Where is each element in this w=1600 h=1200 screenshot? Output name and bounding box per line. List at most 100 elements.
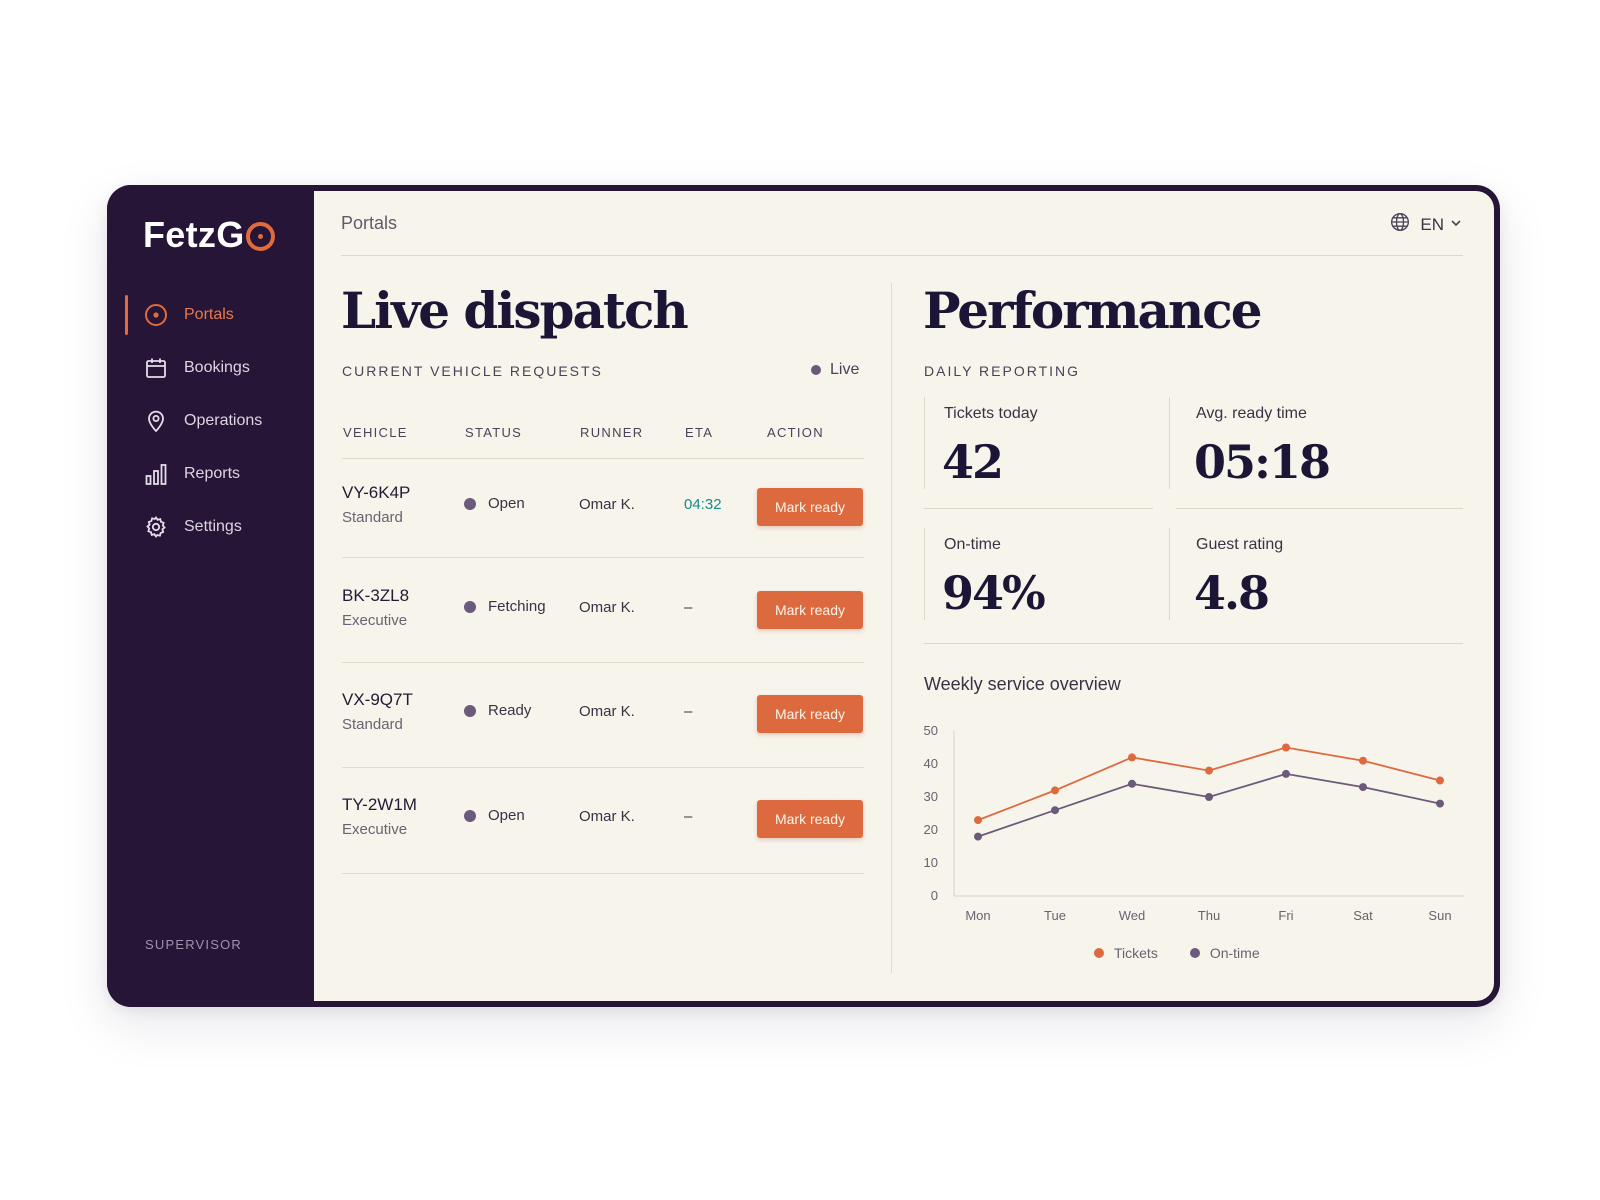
series-line-tickets [977,746,1441,821]
live-label: Live [830,361,860,378]
data-point [1282,743,1290,752]
status-badge: Fetching [464,598,546,615]
x-tick-label: Thu [1198,908,1220,923]
sidebar-item-settings[interactable]: Settings [125,507,314,547]
data-point [1051,806,1059,815]
sidebar-item-label: Operations [184,412,263,429]
table-header-divider [342,458,864,459]
kpi-divider [924,397,925,489]
x-tick-label: Wed [1119,908,1146,923]
eta-value: – [684,599,693,616]
mark-ready-button[interactable]: Mark ready [757,591,863,629]
kpi-divider [924,643,1463,644]
column-divider [891,283,892,973]
vehicle-class: Executive [342,612,408,629]
table-row: TY-2W1M Executive Open Omar K. – Mark re… [342,769,864,874]
language-selector[interactable]: EN [1390,212,1462,237]
column-header-vehicle: VEHICLE [343,425,408,440]
legend-item-tickets: Tickets [1094,945,1158,961]
sidebar: FetzG Portals Bookings Operations [107,185,314,1007]
map-pin-icon [143,408,169,434]
sidebar-item-label: Settings [184,518,242,535]
data-point [1359,783,1367,792]
status-dot-icon [464,600,476,613]
vehicle-id: TY-2W1M [342,795,417,814]
kpi-value: 05:18 [1194,435,1331,489]
data-point [1282,769,1290,778]
chevron-down-icon [1450,216,1462,234]
data-point [1436,776,1444,785]
data-point [1436,799,1444,808]
dispatch-title: Live dispatch [341,281,689,340]
data-point [974,816,982,825]
data-point [1128,753,1136,762]
sidebar-nav: Portals Bookings Operations Reports [125,295,314,560]
data-point [1128,779,1136,788]
sidebar-item-portals[interactable]: Portals [125,295,314,335]
dispatch-subtitle: CURRENT VEHICLE REQUESTS [342,363,603,379]
runner-name: Omar K. [579,599,635,616]
user-role: SUPERVISOR [145,937,243,952]
sidebar-item-reports[interactable]: Reports [125,454,314,494]
y-tick-label: 50 [924,723,938,738]
vehicle-class: Executive [342,821,408,838]
calendar-icon [143,355,169,381]
vehicle-id: VY-6K4P [342,483,411,502]
sidebar-item-label: Bookings [184,359,250,376]
data-point [1051,786,1059,795]
x-tick-label: Fri [1278,908,1293,923]
vehicle-class: Standard [342,509,403,526]
vehicle-id: VX-9Q7T [342,690,413,709]
status-badge: Open [464,807,525,824]
chart-legend: Tickets On-time [1094,945,1292,961]
breadcrumb: Portals [341,213,398,233]
status-dot-icon [464,704,476,717]
performance-subtitle: DAILY REPORTING [924,363,1081,379]
y-tick-label: 30 [924,789,938,804]
mark-ready-button[interactable]: Mark ready [757,800,863,838]
x-tick-label: Sun [1428,908,1451,923]
gear-icon [143,514,169,540]
status-badge: Ready [464,702,531,719]
language-label: EN [1420,214,1444,234]
legend-dot-icon [1094,948,1104,958]
kpi-label: Avg. ready time [1196,405,1307,422]
data-point [974,832,982,841]
main-panel: Portals EN Live dispatch CURRENT VEHICLE… [314,191,1494,1001]
brand-name: FetzG [143,214,245,255]
kpi-divider [924,508,1153,509]
globe-icon [1390,212,1410,237]
status-dot-icon [464,809,476,822]
status-label: Open [488,807,525,824]
brand-logo[interactable]: FetzG [143,214,275,255]
status-label: Ready [488,702,532,719]
data-point [1359,756,1367,765]
sidebar-item-operations[interactable]: Operations [125,401,314,441]
sidebar-item-bookings[interactable]: Bookings [125,348,314,388]
kpi-label: Tickets today [944,405,1038,422]
eta-value: – [684,808,693,825]
vehicle-id: BK-3ZL8 [342,586,410,605]
weekly-line-chart: 0 10 20 30 40 50 Mon Tue Wed Thu Fri Sat Sun [924,723,1464,923]
x-tick-label: Mon [965,908,990,923]
column-header-action: ACTION [767,425,824,440]
y-tick-label: 10 [924,855,938,870]
column-header-runner: RUNNER [580,425,644,440]
column-header-eta: ETA [685,425,714,440]
kpi-divider [1169,528,1170,620]
legend-label: On-time [1209,945,1260,961]
mark-ready-button[interactable]: Mark ready [757,695,863,733]
series-line-on-time [977,772,1441,838]
header-divider [341,255,1463,256]
performance-title: Performance [923,281,1263,340]
status-badge: Open [464,495,525,512]
eta-value: 04:32 [684,496,722,513]
live-dot-icon [811,365,821,375]
kpi-divider [1176,508,1463,509]
y-tick-label: 20 [924,822,938,837]
x-tick-label: Sat [1353,908,1373,923]
data-point [1205,766,1213,775]
chart-title: Weekly service overview [924,674,1121,694]
legend-item-on-time: On-time [1189,945,1260,961]
mark-ready-button[interactable]: Mark ready [757,488,863,526]
